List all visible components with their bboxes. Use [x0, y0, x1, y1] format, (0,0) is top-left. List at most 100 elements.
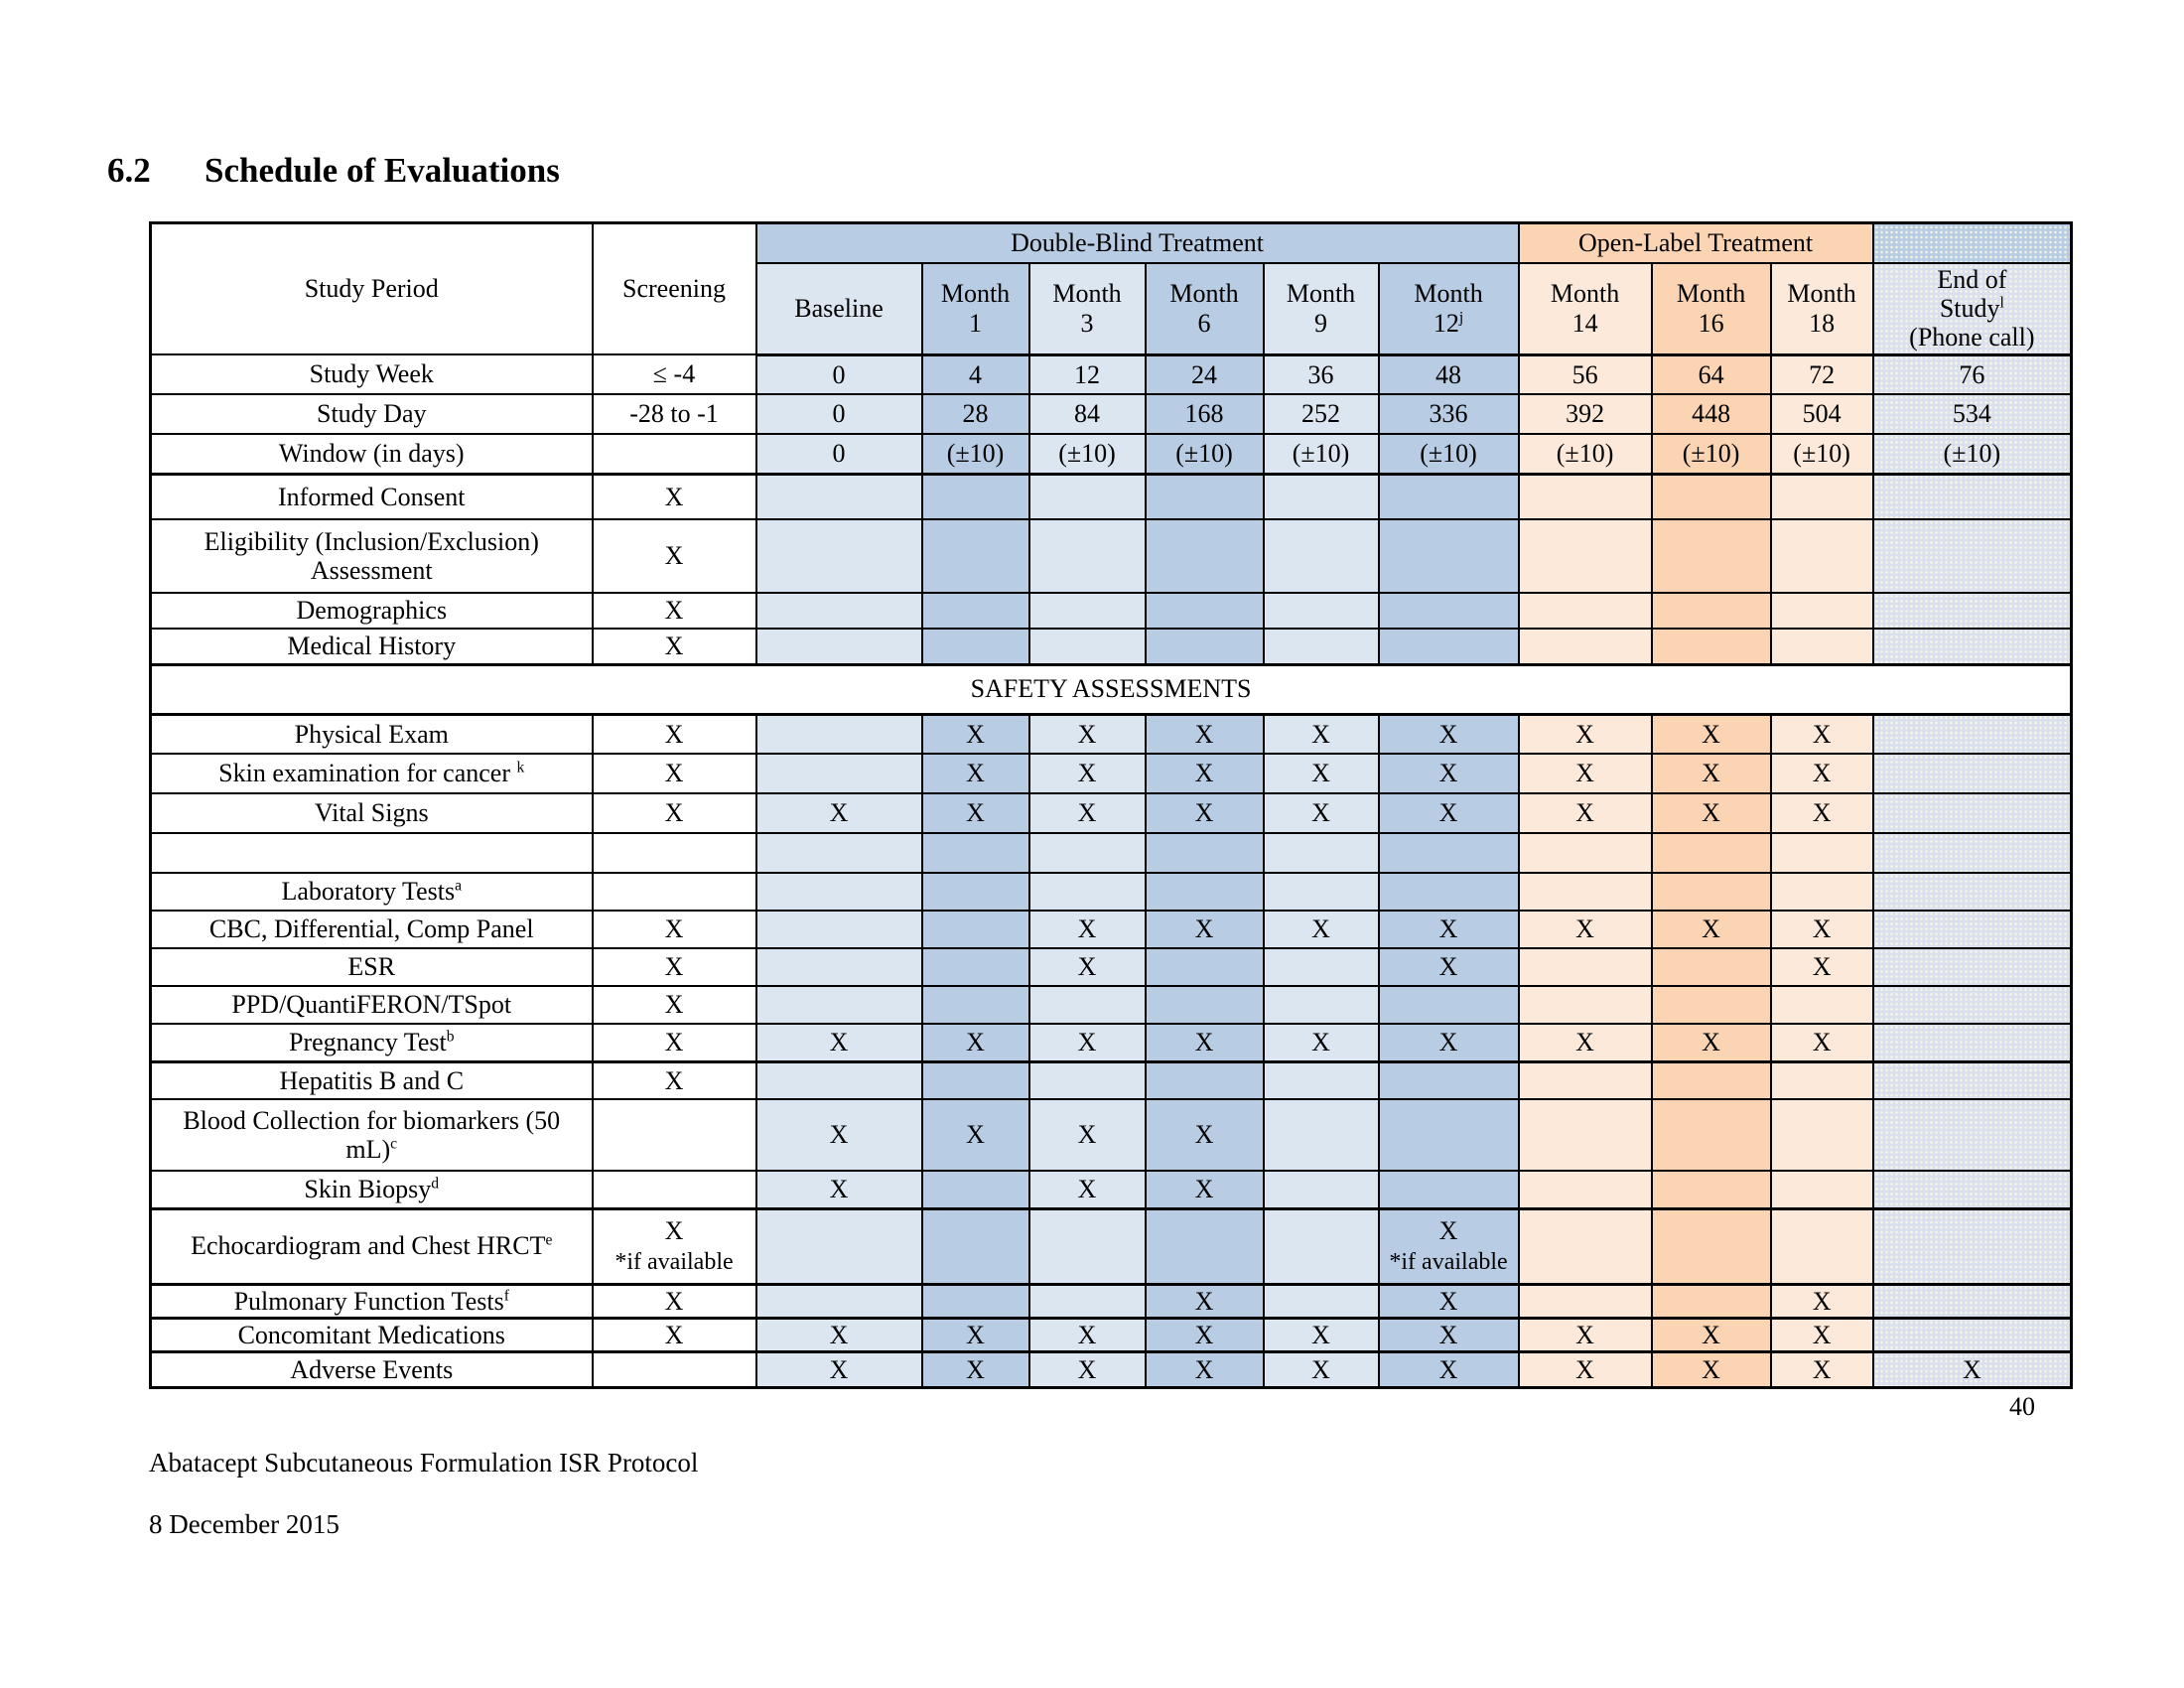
row-label: Skin examination for cancer k: [149, 753, 594, 795]
cell-month12: [1377, 1059, 1520, 1101]
row-label: PPD/QuantiFERON/TSpot: [149, 985, 594, 1026]
row-label: Demographics: [149, 592, 594, 631]
cell-month1: [920, 628, 1030, 666]
assessment-row: Pulmonary Function Testsf X X X X: [149, 1282, 2073, 1320]
cell-month16: X: [1650, 1023, 1772, 1063]
cell-baseline: [754, 832, 923, 875]
study-week-label: Study Week: [149, 353, 594, 396]
screening-cell: [591, 1098, 757, 1173]
table-body: Informed Consent X Eligibility (Inclusion/…: [149, 473, 2073, 1389]
cell-month16: [1650, 628, 1772, 666]
cell-end-of-study: [1871, 1170, 2073, 1210]
cell-baseline: [754, 473, 923, 521]
cell-end-of-study: [1871, 1282, 2073, 1320]
row-label: CBC, Differential, Comp Panel: [149, 910, 594, 950]
assessment-row: Demographics X: [149, 592, 2073, 631]
study-day-value-month14: 392: [1517, 393, 1653, 436]
study-week-value-baseline: 0: [754, 353, 923, 396]
cell-month3: X: [1027, 947, 1147, 988]
cell-month14: [1517, 947, 1653, 988]
assessment-row: Eligibility (Inclusion/Exclusion) Assess…: [149, 518, 2073, 595]
screening-cell: X: [591, 910, 757, 950]
cell-month9: [1262, 592, 1380, 631]
cell-month16: [1650, 1206, 1772, 1286]
page-number: 40: [2009, 1392, 2035, 1421]
study-week-value-month18: 72: [1769, 353, 1874, 396]
cell-month1: [920, 518, 1030, 595]
cell-month12: X: [1377, 1316, 1520, 1353]
cell-month16: [1650, 947, 1772, 988]
study-day-value-month3: 84: [1027, 393, 1147, 436]
cell-month14: [1517, 473, 1653, 521]
cell-month1: [920, 947, 1030, 988]
cell-month12: [1377, 628, 1520, 666]
row-label: Skin Biopsyd: [149, 1170, 594, 1210]
cell-month14: X: [1517, 910, 1653, 950]
cell-end-of-study: [1871, 872, 2073, 913]
cell-month1: X: [920, 753, 1030, 795]
cell-month9: X: [1262, 910, 1380, 950]
cell-month18: [1769, 832, 1874, 875]
cell-month16: X: [1650, 910, 1772, 950]
cell-end-of-study: [1871, 518, 2073, 595]
cell-month6: [1144, 628, 1265, 666]
cell-month16: X: [1650, 713, 1772, 756]
cell-month3: [1027, 628, 1147, 666]
cell-month18: X: [1769, 792, 1874, 835]
cell-baseline: [754, 985, 923, 1026]
cell-month18: [1769, 518, 1874, 595]
row-label: Hepatitis B and C: [149, 1059, 594, 1101]
row-label: Eligibility (Inclusion/Exclusion) Assess…: [149, 518, 594, 595]
study-period-header: Study Period: [149, 221, 594, 356]
cell-month16: [1650, 518, 1772, 595]
footer-protocol-title: Abatacept Subcutaneous Formulation ISR P…: [149, 1448, 699, 1477]
study-week-row: Study Week ≤ -4 0 4 12 24 36 48 56 64 72 76: [149, 353, 2073, 396]
row-label: Informed Consent: [149, 473, 594, 521]
study-day-label: Study Day: [149, 393, 594, 436]
column-header-end-of-study: End of Studyl (Phone call): [1871, 261, 2073, 356]
cell-month6: [1144, 872, 1265, 913]
cell-end-of-study: [1871, 1316, 2073, 1353]
study-week-value-month6: 24: [1144, 353, 1265, 396]
cell-month6: [1144, 518, 1265, 595]
cell-month14: [1517, 872, 1653, 913]
screening-header: Screening: [591, 221, 757, 356]
cell-month16: X: [1650, 1350, 1772, 1389]
row-label: Laboratory Testsa: [149, 872, 594, 913]
cell-month1: [920, 1059, 1030, 1101]
cell-month1: [920, 832, 1030, 875]
cell-month16: [1650, 985, 1772, 1026]
band-row: Study Period Screening Double-Blind Treatm…: [149, 221, 2073, 356]
cell-baseline: [754, 628, 923, 666]
cell-month6: X: [1144, 910, 1265, 950]
cell-end-of-study: [1871, 1023, 2073, 1063]
cell-month12: X: [1377, 910, 1520, 950]
cell-end-of-study: [1871, 910, 2073, 950]
column-header-month16: Month 16: [1650, 261, 1772, 356]
study-day-screening-value: -28 to -1: [591, 393, 757, 436]
cell-month18: [1769, 1098, 1874, 1173]
study-week-value-month14: 56: [1517, 353, 1653, 396]
cell-month3: X: [1027, 1098, 1147, 1173]
screening-cell: X: [591, 985, 757, 1026]
cell-month12: X: [1377, 792, 1520, 835]
window-days-value-month1: (±10): [920, 433, 1030, 476]
cell-month12: [1377, 473, 1520, 521]
study-day-value-month16: 448: [1650, 393, 1772, 436]
cell-month6: [1144, 947, 1265, 988]
cell-month16: [1650, 473, 1772, 521]
cell-end-of-study: [1871, 592, 2073, 631]
cell-end-of-study: [1871, 832, 2073, 875]
window-days-value-month16: (±10): [1650, 433, 1772, 476]
study-week-value-month1: 4: [920, 353, 1030, 396]
row-label: Concomitant Medications: [149, 1316, 594, 1353]
cell-month12: [1377, 1170, 1520, 1210]
cell-end-of-study: [1871, 1059, 2073, 1101]
cell-baseline: X: [754, 1316, 923, 1353]
cell-baseline: [754, 713, 923, 756]
screening-cell: X: [591, 592, 757, 631]
screening-cell: X: [591, 1059, 757, 1101]
cell-month1: X: [920, 713, 1030, 756]
